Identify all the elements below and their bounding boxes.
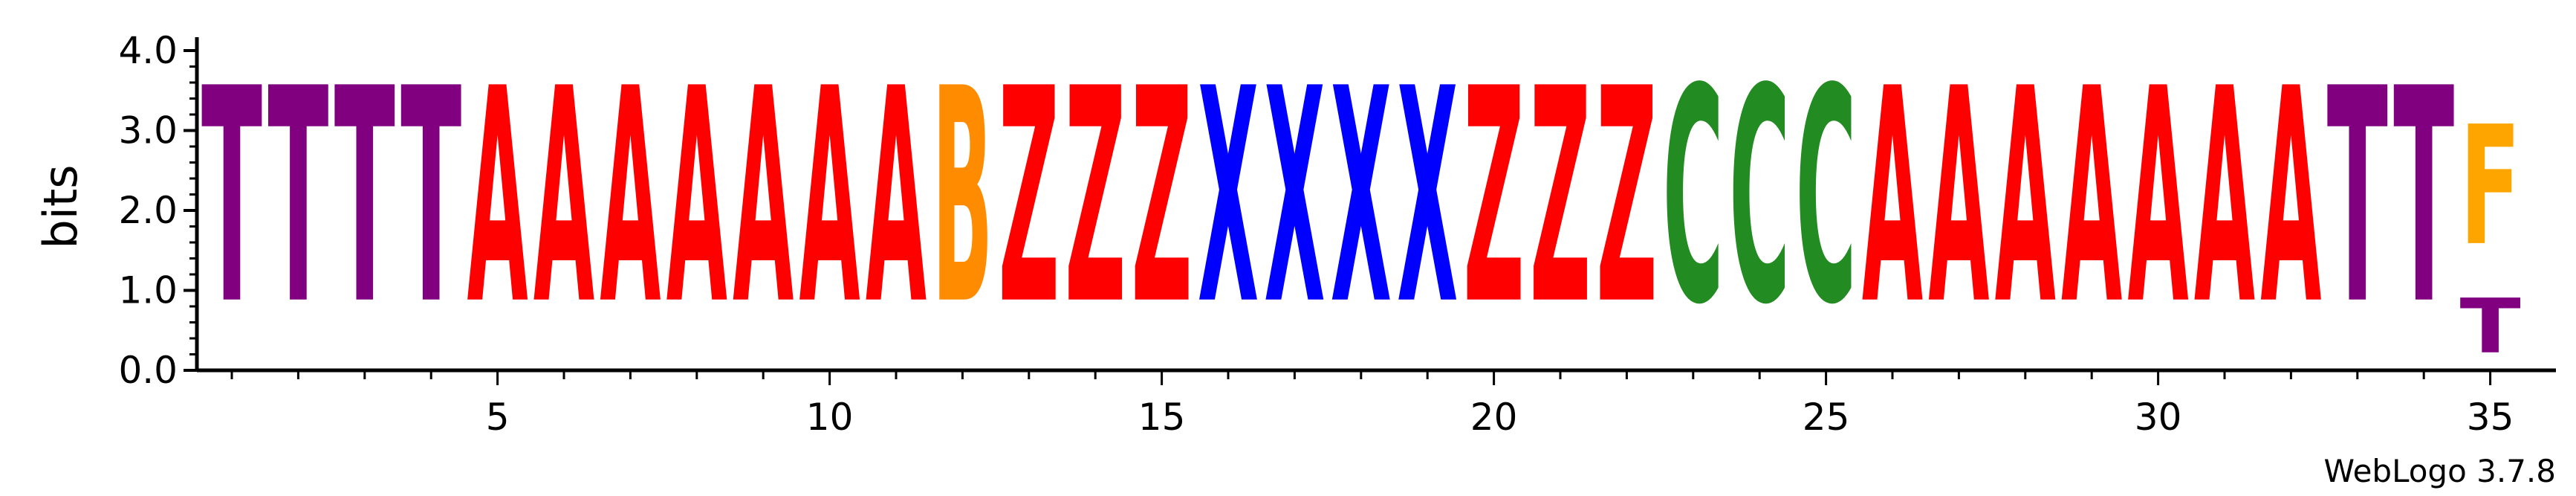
svg-text:Z: Z	[1132, 25, 1193, 369]
svg-text:T: T	[267, 27, 329, 370]
svg-text:A: A	[600, 25, 661, 370]
x-tick-label: 10	[806, 396, 854, 439]
y-ticks: 0.0 1.0 2.0 3.0 4.0	[118, 29, 197, 392]
logo-letter-t: T	[267, 27, 329, 370]
y-tick-label: 0.0	[118, 349, 178, 392]
logo-letter-t: T	[2327, 27, 2389, 370]
logo-letter-a: A	[467, 25, 529, 370]
logo-letter-t: T	[2460, 283, 2521, 370]
y-tick-label: 2.0	[118, 189, 178, 232]
logo-letter-b: B	[932, 25, 993, 370]
logo-letter-x: X	[1397, 25, 1458, 370]
svg-text:A: A	[799, 25, 861, 370]
svg-text:A: A	[2260, 25, 2322, 370]
svg-text:Z: Z	[1464, 25, 1525, 369]
y-tick-label: 1.0	[118, 269, 178, 312]
logo-letter-x: X	[1198, 25, 1259, 370]
logo-letter-a: A	[1928, 25, 1990, 370]
y-tick-label: 3.0	[118, 109, 178, 152]
svg-text:A: A	[733, 25, 794, 370]
svg-text:X: X	[1397, 25, 1458, 370]
logo-letter-t: T	[201, 27, 263, 370]
svg-text:A: A	[866, 25, 927, 370]
logo-letter-a: A	[2061, 25, 2123, 370]
logo-letter-x: X	[1264, 25, 1325, 370]
svg-text:B: B	[932, 25, 993, 370]
logo-letter-a: A	[866, 25, 927, 370]
svg-text:Z: Z	[1596, 25, 1657, 369]
logo-letter-a: A	[600, 25, 661, 370]
svg-text:A: A	[666, 25, 728, 370]
svg-text:C: C	[1729, 25, 1790, 370]
svg-text:A: A	[1862, 25, 1924, 370]
footer-credit: WebLogo 3.7.8	[2324, 453, 2557, 489]
svg-text:X: X	[1198, 25, 1259, 370]
logo-letter-x: X	[1331, 25, 1392, 370]
svg-text:Z: Z	[1065, 25, 1126, 369]
svg-text:T: T	[2327, 27, 2389, 370]
x-ticks: 5 10 15 20 25 30 35	[230, 370, 2514, 439]
logo-letter-a: A	[799, 25, 861, 370]
svg-text:T: T	[201, 27, 263, 370]
svg-text:T: T	[400, 27, 462, 370]
logo-letter-f: F	[2460, 91, 2521, 282]
svg-text:Z: Z	[999, 25, 1060, 369]
svg-text:A: A	[1928, 25, 1990, 370]
svg-text:A: A	[533, 25, 595, 370]
logo-letter-t: T	[400, 27, 462, 370]
y-tick-label: 4.0	[118, 29, 178, 72]
x-tick-label: 5	[486, 396, 510, 439]
y-axis-label: bits	[33, 164, 88, 248]
svg-text:X: X	[1264, 25, 1325, 370]
svg-text:A: A	[2194, 25, 2256, 370]
svg-text:A: A	[2128, 25, 2190, 370]
svg-text:A: A	[1995, 25, 2057, 370]
svg-text:Z: Z	[1530, 25, 1591, 369]
logo-letter-z: Z	[1132, 25, 1193, 369]
x-tick-label: 15	[1138, 396, 1186, 439]
svg-text:A: A	[2061, 25, 2123, 370]
logo-letter-t: T	[2393, 27, 2455, 370]
logo-letter-a: A	[1862, 25, 1924, 370]
logo-letter-a: A	[533, 25, 595, 370]
svg-text:A: A	[467, 25, 529, 370]
axes	[195, 37, 2556, 373]
svg-text:T: T	[334, 27, 396, 370]
x-tick-label: 20	[1470, 396, 1518, 439]
svg-text:C: C	[1663, 25, 1724, 370]
logo-letter-c: C	[1663, 25, 1724, 370]
svg-text:X: X	[1331, 25, 1392, 370]
x-tick-label: 25	[1803, 396, 1850, 439]
x-tick-label: 35	[2467, 396, 2514, 439]
logo-glyphs: T T T T A A A A A A A B Z Z Z X X X X Z Z Z C C C A A A A A A A T T TF	[201, 25, 2521, 371]
logo-letter-z: Z	[999, 25, 1060, 369]
logo-letter-z: Z	[1464, 25, 1525, 369]
logo-letter-a: A	[2260, 25, 2322, 370]
x-tick-label: 30	[2135, 396, 2182, 439]
logo-letter-a: A	[2194, 25, 2256, 370]
logo-letter-a: A	[2128, 25, 2190, 370]
logo-letter-z: Z	[1530, 25, 1591, 369]
logo-letter-c: C	[1729, 25, 1790, 370]
svg-text:F: F	[2460, 91, 2521, 282]
logo-letter-a: A	[666, 25, 728, 370]
svg-text:C: C	[1796, 25, 1857, 370]
logo-letter-t: T	[334, 27, 396, 370]
logo-letter-z: Z	[1065, 25, 1126, 369]
logo-letter-c: C	[1796, 25, 1857, 370]
logo-letter-a: A	[1995, 25, 2057, 370]
svg-text:T: T	[2460, 283, 2521, 370]
logo-letter-z: Z	[1596, 25, 1657, 369]
svg-text:T: T	[2393, 27, 2455, 370]
logo-letter-a: A	[733, 25, 794, 370]
